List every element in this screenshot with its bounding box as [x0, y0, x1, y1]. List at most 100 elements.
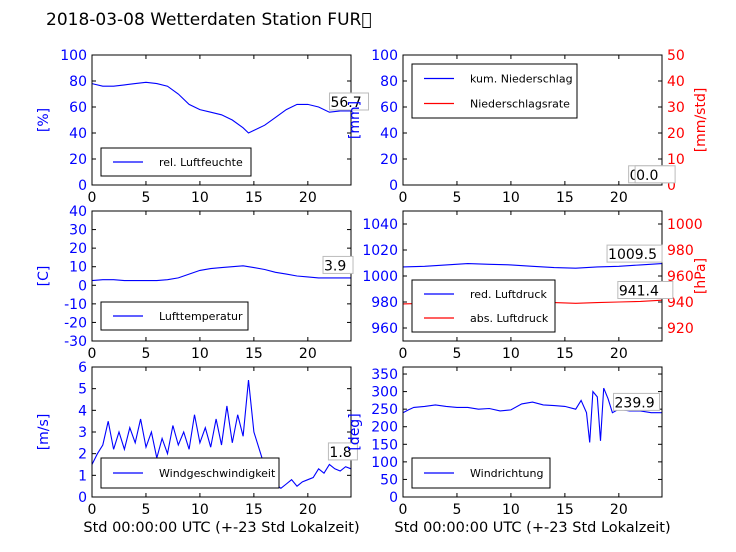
y2-tick-label: 50 [667, 48, 685, 64]
x-tick-label: 15 [556, 190, 574, 206]
y2-tick-label: 940 [667, 295, 694, 311]
value-annotation-box [634, 165, 676, 184]
y-tick-label: 100 [371, 48, 398, 64]
y2-tick-label: 960 [667, 269, 694, 285]
x-tick-label: 0 [88, 346, 97, 362]
x-tick-label: 0 [399, 502, 408, 518]
x-tick-label: 5 [141, 502, 150, 518]
x-tick-label: 5 [452, 346, 461, 362]
y-tick-label: 80 [380, 74, 398, 90]
value-annotation-box [617, 281, 674, 299]
y-tick-label: 1040 [362, 217, 398, 233]
y-tick-label: 6 [78, 360, 87, 376]
x-tick-label: 10 [191, 190, 209, 206]
y2-tick-label: 30 [667, 100, 685, 116]
y-tick-label: 350 [371, 367, 398, 383]
panel-humidity: 0 5 10 15 20 0 20 40 60 80 100 [%] 56.7 rel. Luftfeuc… [36, 48, 369, 206]
legend-label: Windgeschwindigkeit [159, 467, 276, 480]
legend-box [411, 63, 578, 119]
value-annotation-box [322, 255, 354, 274]
value-annotation: 941.4 [619, 284, 659, 300]
x-tick-label: 20 [610, 502, 628, 518]
y-tick-label: 0 [389, 178, 398, 194]
legend-label: rel. Luftfeuchte [159, 156, 243, 169]
x-tick-label: 5 [141, 190, 150, 206]
y-axis-label: [m/s] [36, 414, 52, 451]
y-axis-label: [deg] [347, 413, 363, 450]
y-tick-label: 40 [69, 204, 87, 220]
plot-frame [91, 210, 352, 342]
x-tick-label: 20 [610, 190, 628, 206]
x-tick-label: 10 [191, 502, 209, 518]
y-tick-label: 200 [371, 420, 398, 436]
legend-label: abs. Luftdruck [470, 312, 549, 325]
value-annotation: 1.8 [329, 445, 351, 461]
panel-precipitation: 0 5 10 15 20 0 20 40 60 80 100 0 10 20 30 40 50 [mm] [mm/s… [347, 48, 709, 206]
plot-frame [402, 366, 663, 498]
y-tick-label: 20 [380, 152, 398, 168]
series-line [91, 379, 352, 490]
y-tick-label: 40 [380, 126, 398, 142]
y2-tick-label: 40 [667, 74, 685, 90]
y-tick-label: 20 [69, 152, 87, 168]
y-tick-label: -20 [64, 315, 87, 331]
series-line [91, 265, 351, 282]
y2-axis-label: [mm/std] [693, 88, 709, 153]
y-tick-label: 300 [371, 385, 398, 401]
value-annotation-box [613, 392, 661, 411]
y-tick-label: 30 [69, 223, 87, 239]
y2-tick-label: 20 [667, 126, 685, 142]
x-tick-label: 0 [399, 346, 408, 362]
value-annotation: 1009.5 [608, 247, 657, 263]
value-annotation: 239.9 [615, 395, 655, 411]
y-tick-label: 0 [78, 278, 87, 294]
y-tick-label: 5 [78, 382, 87, 398]
y-tick-label: 60 [69, 100, 87, 116]
legend-label: kum. Niederschlag [470, 73, 573, 86]
value-annotation: 3.9 [324, 258, 346, 274]
x-tick-label: 15 [556, 502, 574, 518]
x-tick-label: 15 [245, 190, 263, 206]
y-tick-label: 980 [371, 295, 398, 311]
figure-title: 2018-03-08 Wetterdaten Station FUR  [46, 10, 372, 30]
value-annotation-box [606, 244, 663, 263]
plot-frame [91, 54, 352, 186]
y-tick-label: 4 [78, 403, 87, 419]
y2-axis-label: [hPa] [693, 258, 709, 294]
legend-label: Lufttemperatur [159, 310, 243, 323]
value-annotation-box [328, 92, 369, 111]
x-tick-label: 0 [399, 190, 408, 206]
y-axis-label: [C] [36, 266, 52, 287]
y-tick-label: 20 [69, 241, 87, 257]
y-tick-label: -10 [64, 297, 87, 313]
legend-label: Niederschlagsrate [470, 98, 570, 111]
y-axis-label: [%] [36, 108, 52, 132]
y-tick-label: 10 [69, 260, 87, 276]
x-tick-label: 0 [88, 190, 97, 206]
y-tick-label: 40 [69, 126, 87, 142]
y-tick-label: 2 [78, 447, 87, 463]
value-annotation: 0.0 [636, 168, 658, 184]
y-tick-label: 100 [60, 48, 87, 64]
x-tick-label: 0 [88, 502, 97, 518]
panel-pressure: 0 5 10 15 20 960 980 1000 1020 1040 920 940 960 980 10… [362, 210, 709, 362]
x-tick-label: 5 [452, 190, 461, 206]
x-tick-label: 20 [610, 346, 628, 362]
series-line [91, 81, 351, 134]
legend-box [100, 301, 249, 331]
y-tick-label: -30 [64, 334, 87, 350]
x-tick-label: 10 [502, 346, 520, 362]
y-axis-label: [mm] [347, 101, 363, 139]
series-line [402, 263, 663, 269]
plot-frame [402, 54, 663, 186]
y2-tick-label: 10 [667, 152, 685, 168]
y2-tick-label: 980 [667, 243, 694, 259]
panel-temperature: 0 5 10 15 20 -30 -20 -10 0 10 20 30 40 [C] 3.9 Lufttemp… [36, 204, 354, 362]
y-tick-label: 50 [380, 472, 398, 488]
y-tick-label: 60 [380, 100, 398, 116]
legend-box [411, 279, 556, 333]
x-tick-label: 20 [299, 346, 317, 362]
y2-tick-label: 0 [667, 178, 676, 194]
x-axis-label: Std 00:00:00 UTC (+-23 Std Lokalzeit) [83, 520, 359, 536]
